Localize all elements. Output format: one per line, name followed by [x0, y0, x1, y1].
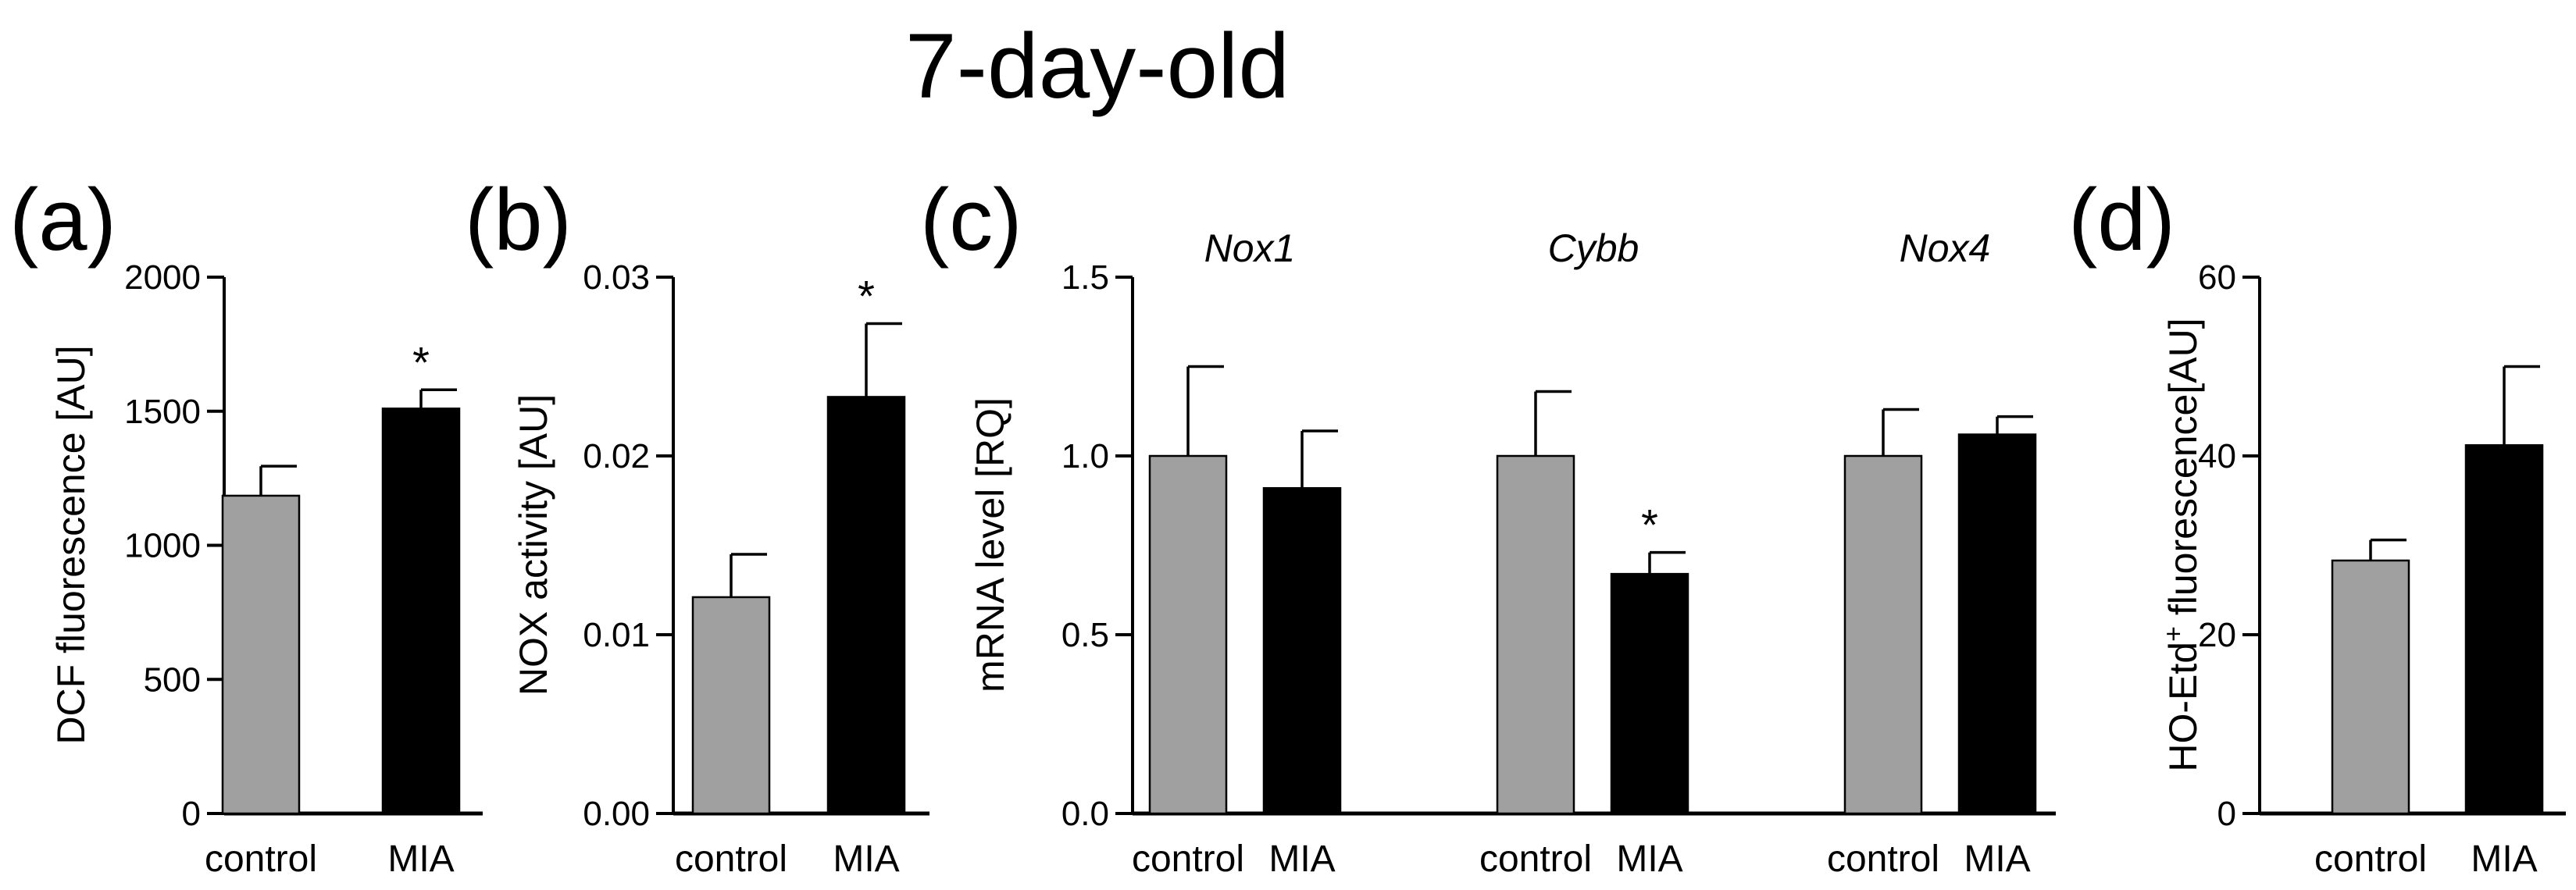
panel-c: (c) mRNA level [RQ] 0.0 0.5 1.0 1.5 Nox1 contro… — [920, 171, 2056, 880]
y-tick-label: 0.0 — [1061, 795, 1109, 833]
y-axis-title: HO-Etd+ fluorescence[AU] — [2159, 318, 2205, 771]
panel-a: (a) DCF fluorescence [AU] 0 500 1000 1500 2000… — [9, 171, 483, 880]
bar-mia — [381, 408, 461, 815]
significance-mark: * — [1641, 500, 1658, 550]
category-label: control — [205, 838, 317, 880]
category-label: control — [675, 838, 787, 880]
y-axis-title: DCF fluorescence [AU] — [49, 345, 93, 744]
category-label: control — [1827, 838, 1939, 880]
category-label: control — [1132, 838, 1244, 880]
bar-control — [221, 494, 301, 815]
bar-mia — [1957, 433, 2037, 815]
significance-mark: * — [858, 272, 875, 321]
y-tick-label: 1500 — [124, 393, 201, 431]
panel-letter: (c) — [920, 171, 1022, 269]
y-tick-label: 60 — [2198, 258, 2236, 297]
category-label: control — [2314, 838, 2427, 880]
gene-label: Cybb — [1548, 226, 1639, 270]
figure-title: 7-day-old — [905, 15, 1290, 118]
y-tick-label: 2000 — [124, 258, 201, 297]
panel-letter: (b) — [465, 171, 572, 269]
category-label: MIA — [1616, 838, 1682, 880]
y-tick-label: 40 — [2198, 437, 2236, 475]
y-axis-title: mRNA level [RQ] — [969, 397, 1012, 692]
bar-mia — [1610, 572, 1689, 815]
y-tick-label: 20 — [2198, 616, 2236, 654]
panel-letter: (a) — [9, 171, 116, 269]
category-label: control — [1479, 838, 1592, 880]
bar-control — [1496, 454, 1575, 815]
panel-letter: (d) — [2068, 171, 2175, 269]
y-tick-label: 0.03 — [583, 258, 650, 297]
bar-control — [1843, 454, 1923, 815]
panel-d: (d) HO-Etd+ fluorescence[AU] 0 20 40 60 contro… — [2068, 171, 2566, 880]
y-tick-label: 0 — [182, 795, 201, 833]
category-label: MIA — [2471, 838, 2537, 880]
bar-mia — [826, 396, 906, 815]
category-label: MIA — [833, 838, 899, 880]
y-tick-label: 0 — [2217, 795, 2236, 833]
y-tick-label: 0.01 — [583, 616, 650, 654]
y-tick-label: 0.00 — [583, 795, 650, 833]
category-label: MIA — [1964, 838, 2030, 880]
y-tick-label: 0.02 — [583, 437, 650, 475]
gene-label: Nox4 — [1900, 226, 1991, 270]
panel-b: (b) NOX activity [AU] 0.00 0.01 0.02 0.03 cont… — [465, 171, 929, 880]
bar-mia — [1262, 486, 1342, 815]
y-tick-label: 500 — [144, 660, 201, 699]
y-axis-title: NOX activity [AU] — [512, 394, 555, 696]
y-tick-label: 1.0 — [1061, 437, 1109, 475]
y-axis-title-rest: fluorescence[AU] — [2161, 318, 2205, 626]
y-tick-label: 0.5 — [1061, 616, 1109, 654]
bar-control — [691, 596, 771, 815]
category-label: MIA — [1268, 838, 1335, 880]
category-label: MIA — [387, 838, 454, 880]
bar-control — [2331, 559, 2410, 815]
y-tick-label: 1000 — [124, 527, 201, 565]
significance-mark: * — [412, 337, 430, 386]
y-axis-title-superscript: + — [2159, 626, 2189, 642]
y-tick-label: 1.5 — [1061, 258, 1109, 297]
bar-control — [1148, 454, 1228, 815]
gene-label: Nox1 — [1204, 226, 1296, 270]
bar-mia — [2464, 444, 2544, 815]
